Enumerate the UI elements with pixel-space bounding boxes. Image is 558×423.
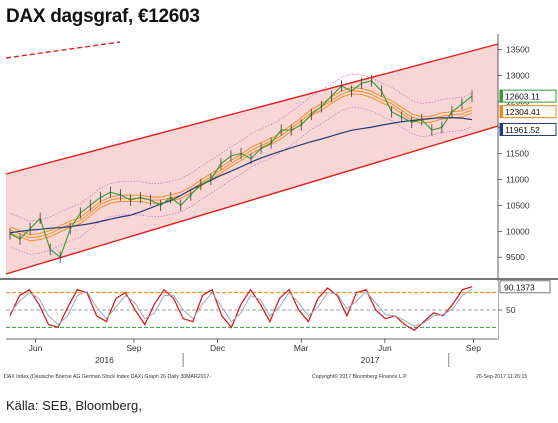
price-panel: 1350013000125001200011500110001050010000… (0, 34, 558, 339)
oscillator-panel: 50 90.1373 (6, 280, 551, 340)
price-tag-marker (500, 123, 503, 136)
x-month-label: Dec (210, 343, 226, 353)
footer-right: 26-Sep-2017 11:26:15 (476, 374, 527, 380)
page-title: DAX dagsgraf, €12603 (6, 6, 200, 27)
price-y-tick-label: 13000 (506, 71, 530, 81)
dax-chart: 1350013000125001200011500110001050010000… (0, 34, 558, 380)
osc-value-tag: 90.1373 (504, 282, 535, 292)
x-month-label: Mar (294, 343, 309, 353)
oscillator-slow-line (9, 288, 473, 327)
footer-mid: Copyright© 2017 Bloomberg Finance L.P. (312, 373, 407, 380)
price-y-tick-label: 11500 (506, 148, 529, 158)
osc-value-tag-box (499, 280, 551, 294)
price-y-tick-label: 13500 (506, 45, 530, 55)
channel-upper-line (5, 43, 499, 175)
dashed-trend-line (5, 41, 121, 59)
channel-fill (6, 44, 498, 274)
osc-y-tick-label: 50 (506, 305, 516, 315)
x-month-label: Jun (29, 343, 43, 353)
x-year-label: 2016 (95, 355, 114, 365)
x-year-label: 2017 (361, 355, 380, 365)
x-axis: Jun Sep Dec Mar Jun Sep 2016 2017 (29, 339, 481, 367)
x-month-label: Sep (126, 343, 141, 353)
price-tag-label: 12304.41 (505, 107, 541, 117)
price-y-tick-label: 10500 (506, 200, 530, 210)
channel-lower-line (5, 125, 499, 275)
price-y-tick-label: 11000 (506, 174, 529, 184)
price-tag-marker (500, 105, 503, 118)
price-y-tick-label: 9500 (506, 252, 525, 262)
x-month-label: Sep (466, 343, 481, 353)
ma-band-line (9, 93, 473, 242)
long-moving-average (9, 116, 473, 234)
price-tag-label: 11961.52 (505, 125, 540, 135)
price-y-tick-label: 10000 (506, 226, 530, 236)
x-month-label: Jun (378, 343, 392, 353)
source-note: Källa: SEB, Bloomberg, (6, 398, 142, 413)
footer-left: DAX Index (Deutsche Boerse AG German Sto… (4, 374, 211, 380)
price-tag-marker (500, 90, 503, 103)
price-tag-label: 12603.11 (505, 92, 540, 102)
